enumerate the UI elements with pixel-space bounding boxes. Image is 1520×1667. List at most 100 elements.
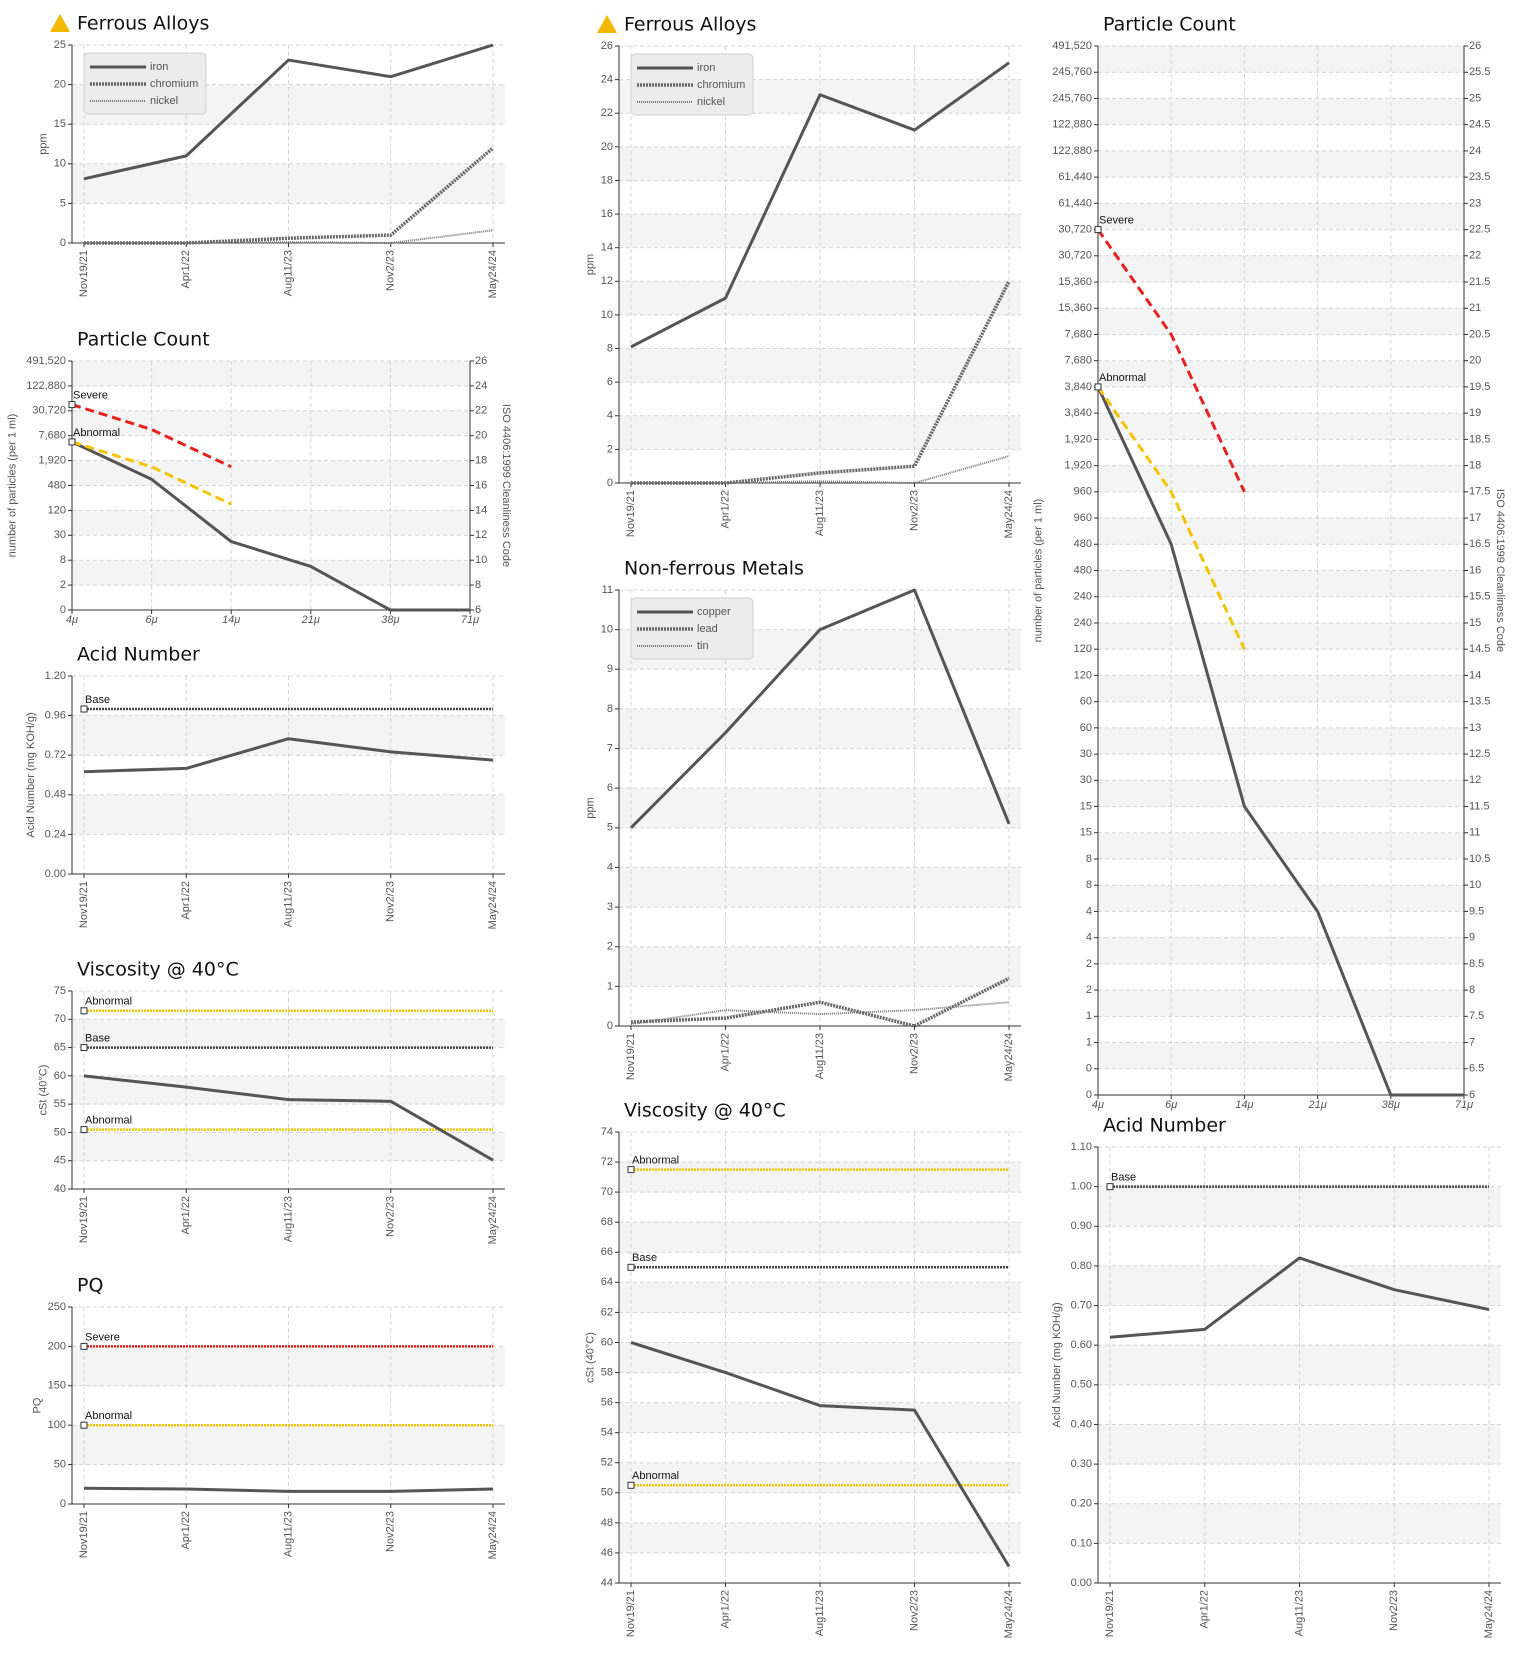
y-tick-label: 0.70 [1071, 1299, 1092, 1311]
y-tick-label: 4 [607, 861, 613, 873]
series-line [83, 737, 494, 774]
band [72, 510, 470, 536]
x-tick-label: 14μ [1235, 1099, 1253, 1111]
y-tick-label: 480 [1074, 538, 1092, 550]
y-tick-label: 50 [54, 1126, 66, 1138]
reference-marker [80, 1421, 88, 1429]
y-tick-label: 10 [54, 158, 66, 170]
y-tick-label: 9 [607, 663, 613, 675]
series-line [83, 43, 494, 181]
band [1098, 465, 1464, 492]
y-tick-label: 30 [1080, 774, 1092, 786]
x-tick-label: Aug11/23 [1293, 1590, 1305, 1636]
y-tick-label: 1 [1086, 1010, 1092, 1022]
reference-label: Abnormal [85, 1410, 132, 1422]
x-tick-label: Aug11/23 [814, 1033, 826, 1079]
y-tick-label: 240 [1074, 591, 1092, 603]
y-tick-label: 30,720 [1058, 250, 1092, 262]
y-tick-label: 0.50 [1071, 1379, 1092, 1391]
y2-tick-label: 24 [475, 380, 487, 392]
band [1098, 203, 1464, 230]
x-tick-label: May24/24 [487, 250, 499, 298]
y-tick-label: 2 [1086, 984, 1092, 996]
band [1098, 1042, 1464, 1069]
y2-tick-label: 22.5 [1469, 223, 1490, 235]
y2-tick-label: 24 [1469, 145, 1481, 157]
y-tick-label: 10 [601, 624, 613, 636]
y-tick-label: 66 [601, 1246, 613, 1258]
y2-tick-label: 15.5 [1469, 591, 1490, 603]
y-tick-label: 0 [607, 477, 613, 489]
y2-tick-label: 20 [1469, 355, 1481, 367]
y2-tick-label: 14 [1469, 669, 1481, 681]
y2-tick-label: 26 [475, 355, 487, 367]
y-tick-label: 480 [1074, 564, 1092, 576]
x-tick-label: Nov19/21 [625, 1033, 637, 1080]
legend-label: chromium [697, 79, 745, 91]
series-line [71, 440, 232, 506]
series-line [631, 455, 1010, 484]
y-tick-label: 1,920 [1064, 460, 1092, 472]
y2-tick-label: 16 [1469, 564, 1481, 576]
y-tick-label: 8 [1086, 879, 1092, 891]
legend-label: nickel [150, 95, 178, 107]
y-tick-label: 70 [601, 1186, 613, 1198]
band [1098, 885, 1464, 912]
y-tick-label: 4 [1086, 905, 1092, 917]
y2-tick-label: 14.5 [1469, 643, 1490, 655]
y2-tick-label: 22 [475, 405, 487, 417]
y-tick-label: 0.10 [1071, 1537, 1092, 1549]
chart-title: Acid Number [1103, 1115, 1226, 1137]
y-tick-label: 1,920 [1064, 433, 1092, 445]
x-tick-label: Apr1/22 [180, 1196, 192, 1235]
y-tick-label: 2 [607, 443, 613, 455]
y-axis-label: cSt (40°C) [38, 1065, 50, 1116]
x-tick-label: May24/24 [487, 881, 499, 929]
x-tick-label: Nov2/23 [1388, 1590, 1400, 1631]
series-line [1096, 228, 1246, 493]
y2-tick-label: 11.5 [1469, 800, 1490, 812]
y-axis-label: ppm [585, 797, 597, 818]
band [1098, 413, 1464, 440]
y-axis-label: ppm [38, 133, 50, 154]
y-tick-label: 0 [60, 1498, 66, 1510]
y-tick-label: 8 [607, 342, 613, 354]
reference-marker [80, 1044, 88, 1052]
y-tick-label: 60 [1080, 696, 1092, 708]
series-line [630, 1001, 1010, 1026]
x-tick-label: May24/24 [1003, 1033, 1015, 1081]
x-tick-label: May24/24 [487, 1511, 499, 1559]
y-tick-label: 50 [54, 1459, 66, 1471]
warning-icon [597, 15, 617, 33]
series-line [1109, 1256, 1490, 1339]
y-tick-label: 0.72 [45, 749, 66, 761]
band [1098, 937, 1464, 964]
band [72, 410, 470, 436]
y-tick-label: 2 [1086, 958, 1092, 970]
x-tick-label: Apr1/22 [1199, 1590, 1211, 1629]
series-annotation: Abnormal [1099, 372, 1146, 384]
x-tick-label: 21μ [301, 614, 320, 626]
y-tick-label: 491,520 [26, 355, 66, 367]
y2-tick-label: 13 [1469, 722, 1481, 734]
y-tick-label: 15 [1080, 827, 1092, 839]
y-tick-label: 8 [1086, 853, 1092, 865]
band [1098, 727, 1464, 755]
x-tick-label: Nov19/21 [625, 1590, 637, 1637]
chart-title: Ferrous Alloys [624, 14, 756, 36]
y-tick-label: 68 [601, 1216, 613, 1228]
x-tick-label: Apr1/22 [180, 250, 192, 289]
y2-tick-label: 10 [1469, 879, 1481, 891]
x-tick-label: Nov19/21 [78, 250, 90, 297]
y-tick-label: 960 [1074, 512, 1092, 524]
series-line [71, 403, 232, 469]
reference-label: Abnormal [632, 1470, 679, 1482]
x-tick-label: 6μ [146, 614, 158, 626]
y-tick-label: 2 [607, 941, 613, 953]
band [1098, 98, 1464, 125]
y-tick-label: 1.10 [1071, 1141, 1092, 1153]
y2-tick-label: 8 [475, 579, 481, 591]
y-tick-label: 3,840 [1064, 381, 1092, 393]
y2-tick-label: 6.5 [1469, 1063, 1484, 1075]
y-tick-label: 24 [601, 74, 613, 86]
